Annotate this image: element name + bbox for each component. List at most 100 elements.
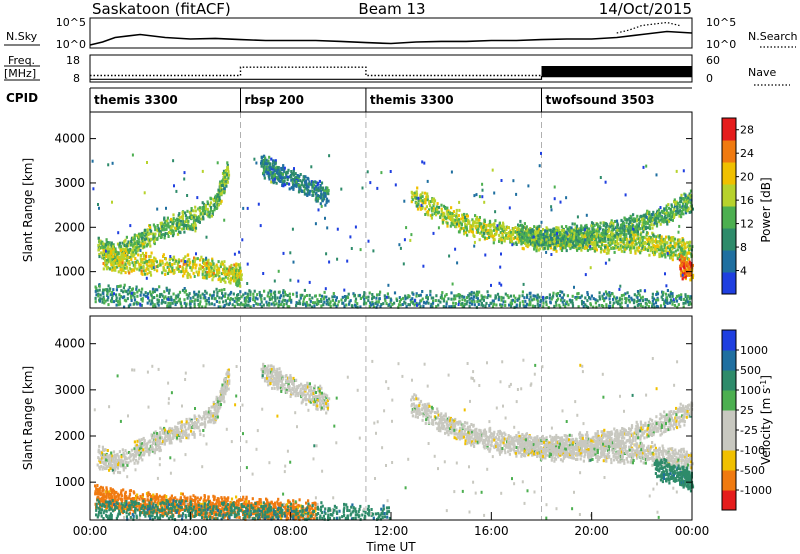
power-cell: [281, 176, 284, 180]
power-cell: [661, 290, 664, 294]
power-cell: [220, 288, 223, 292]
power-cell: [199, 267, 202, 271]
power-cell: [166, 272, 170, 275]
power-cell: [452, 301, 455, 305]
power-cell: [480, 303, 483, 307]
power-cell: [451, 212, 454, 215]
power-cell: [475, 293, 478, 297]
power-cell: [208, 261, 211, 265]
power-cell: [228, 280, 231, 284]
power-cell: [329, 305, 332, 308]
power-cell: [655, 298, 658, 302]
power-cell: [358, 293, 361, 297]
power-cell: [275, 181, 278, 185]
power-cell: [313, 304, 316, 308]
velocity-cell: [154, 430, 157, 434]
power-cell: [292, 172, 295, 175]
power-cell: [149, 227, 152, 231]
power-cell: [176, 262, 179, 265]
power-cell: [127, 244, 130, 248]
power-cell: [635, 300, 638, 304]
power-cell: [125, 235, 128, 239]
power-cell: [524, 234, 527, 238]
power-cell: [272, 165, 275, 169]
freq-left-tick-bottom: 8: [73, 72, 80, 85]
velocity-cell: [122, 468, 125, 472]
power-cell: [679, 250, 682, 254]
power-cell: [450, 221, 453, 225]
power-cell: [187, 273, 190, 276]
power-cell: [181, 211, 184, 215]
power-cell: [545, 243, 548, 247]
power-cell: [525, 227, 528, 231]
power-cell: [593, 223, 596, 227]
power-cell: [249, 293, 252, 297]
power-cell: [426, 297, 429, 301]
power-cell: [238, 250, 241, 254]
power-cell: [204, 305, 207, 309]
power-cell: [94, 296, 97, 300]
power-cell: [592, 225, 595, 229]
power-cell: [586, 235, 589, 239]
power-cell: [585, 246, 588, 250]
velocity-cell: [132, 457, 135, 460]
power-cell: [238, 297, 241, 300]
power-cell: [679, 241, 682, 245]
power-cell: [542, 233, 545, 236]
power-cell: [667, 235, 670, 239]
velocity-cell: [135, 451, 139, 455]
power-cell: [684, 195, 687, 199]
power-cell: [560, 239, 563, 243]
power-cell: [211, 257, 214, 261]
power-cell: [139, 249, 142, 252]
power-cell: [277, 269, 280, 273]
power-cell: [141, 240, 144, 244]
power-cell: [572, 233, 575, 237]
power-cell: [133, 245, 136, 249]
velocity-cell: [179, 426, 182, 430]
power-cell: [433, 199, 437, 203]
power-cell: [288, 182, 291, 186]
power-cell: [451, 216, 454, 219]
power-cell: [653, 246, 656, 250]
power-cell: [419, 196, 422, 200]
velocity-cell: [129, 459, 132, 463]
power-cell: [368, 304, 371, 308]
power-cell: [106, 290, 109, 294]
power-cell: [622, 237, 625, 241]
power-cell: [664, 241, 667, 245]
power-cell: [183, 177, 186, 181]
power-cell: [645, 220, 648, 224]
power-cell: [484, 236, 487, 240]
power-cell: [574, 239, 577, 243]
power-cell: [237, 293, 240, 296]
power-cell: [465, 225, 468, 229]
power-cell: [629, 246, 632, 250]
power-cell: [195, 263, 198, 267]
power-cell: [240, 295, 243, 299]
power-cell: [108, 247, 111, 251]
power-cell: [124, 261, 127, 265]
power-cell: [109, 243, 112, 247]
velocity-cell: [125, 451, 128, 455]
power-cell: [282, 302, 286, 306]
power-cell: [599, 221, 602, 225]
power-cell: [661, 248, 664, 252]
power-cell: [272, 171, 275, 175]
power-cell: [485, 226, 488, 230]
power-cell: [549, 228, 552, 232]
power-speckle: [91, 151, 688, 307]
power-cell: [272, 301, 275, 305]
power-cell: [314, 222, 317, 226]
power-cell: [110, 251, 113, 255]
power-cell: [260, 161, 263, 165]
power-cell: [664, 220, 667, 224]
power-cell: [437, 211, 440, 214]
power-cell: [635, 230, 638, 234]
power-cell: [632, 217, 635, 221]
power-cell: [269, 167, 272, 171]
power-cell: [216, 273, 220, 277]
power-cell: [437, 299, 440, 303]
